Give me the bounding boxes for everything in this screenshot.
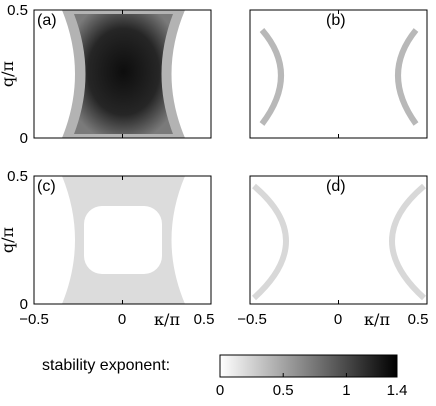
y-tick-a-top: 0.5 (7, 2, 28, 19)
panel-b-arc-left (259, 28, 284, 126)
panel-c-heat-hole (84, 206, 162, 274)
colorbar-ticks: 0 0.5 1 1.4 (216, 373, 408, 399)
colorbar-gradient (219, 354, 398, 378)
x-tick-c-right: 0.5 (194, 311, 215, 328)
x-tick-d-left: −0.5 (237, 311, 267, 328)
panel-c: (c) (33, 175, 212, 305)
panel-a: (a) (33, 9, 212, 139)
y-tick-c-top: 0.5 (7, 168, 28, 185)
colorbar-tick-label-1: 0.5 (273, 382, 294, 399)
panel-a-label: (a) (37, 12, 57, 29)
colorbar: stability exponent: 0 0.5 1 1.4 (42, 354, 408, 399)
x-tick-c-left: −0.5 (19, 311, 49, 328)
ylabel-c: q/π (0, 227, 17, 253)
panel-b: (b) (249, 9, 428, 139)
xlabel-c: κ/π (154, 310, 180, 329)
y-tick-a-bottom: 0 (20, 130, 28, 147)
panel-d-arc-left (251, 183, 289, 301)
panel-d-arc-right (389, 183, 427, 301)
panel-d-frame (249, 175, 428, 305)
colorbar-label: stability exponent: (42, 357, 170, 374)
panel-c-label: (c) (37, 178, 56, 195)
xlabel-d: κ/π (364, 310, 390, 329)
colorbar-tick-label-2: 1 (342, 382, 350, 399)
x-tick-d-right: 0.5 (408, 311, 429, 328)
panel-b-arc-right (395, 28, 419, 126)
colorbar-tick-label-0: 0 (216, 382, 224, 399)
ylabel-a: q/π (0, 61, 17, 87)
panel-a-heat-core (74, 14, 173, 134)
x-tick-c-mid: 0 (118, 311, 126, 328)
panel-d-label: (d) (326, 178, 346, 195)
x-tick-d-mid: 0 (334, 311, 342, 328)
y-tick-c-bottom: 0 (20, 296, 28, 313)
panel-d: (d) (249, 175, 428, 305)
panel-b-label: (b) (326, 12, 346, 29)
colorbar-tick-label-3: 1.4 (387, 382, 408, 399)
axis-ticks (33, 9, 428, 305)
